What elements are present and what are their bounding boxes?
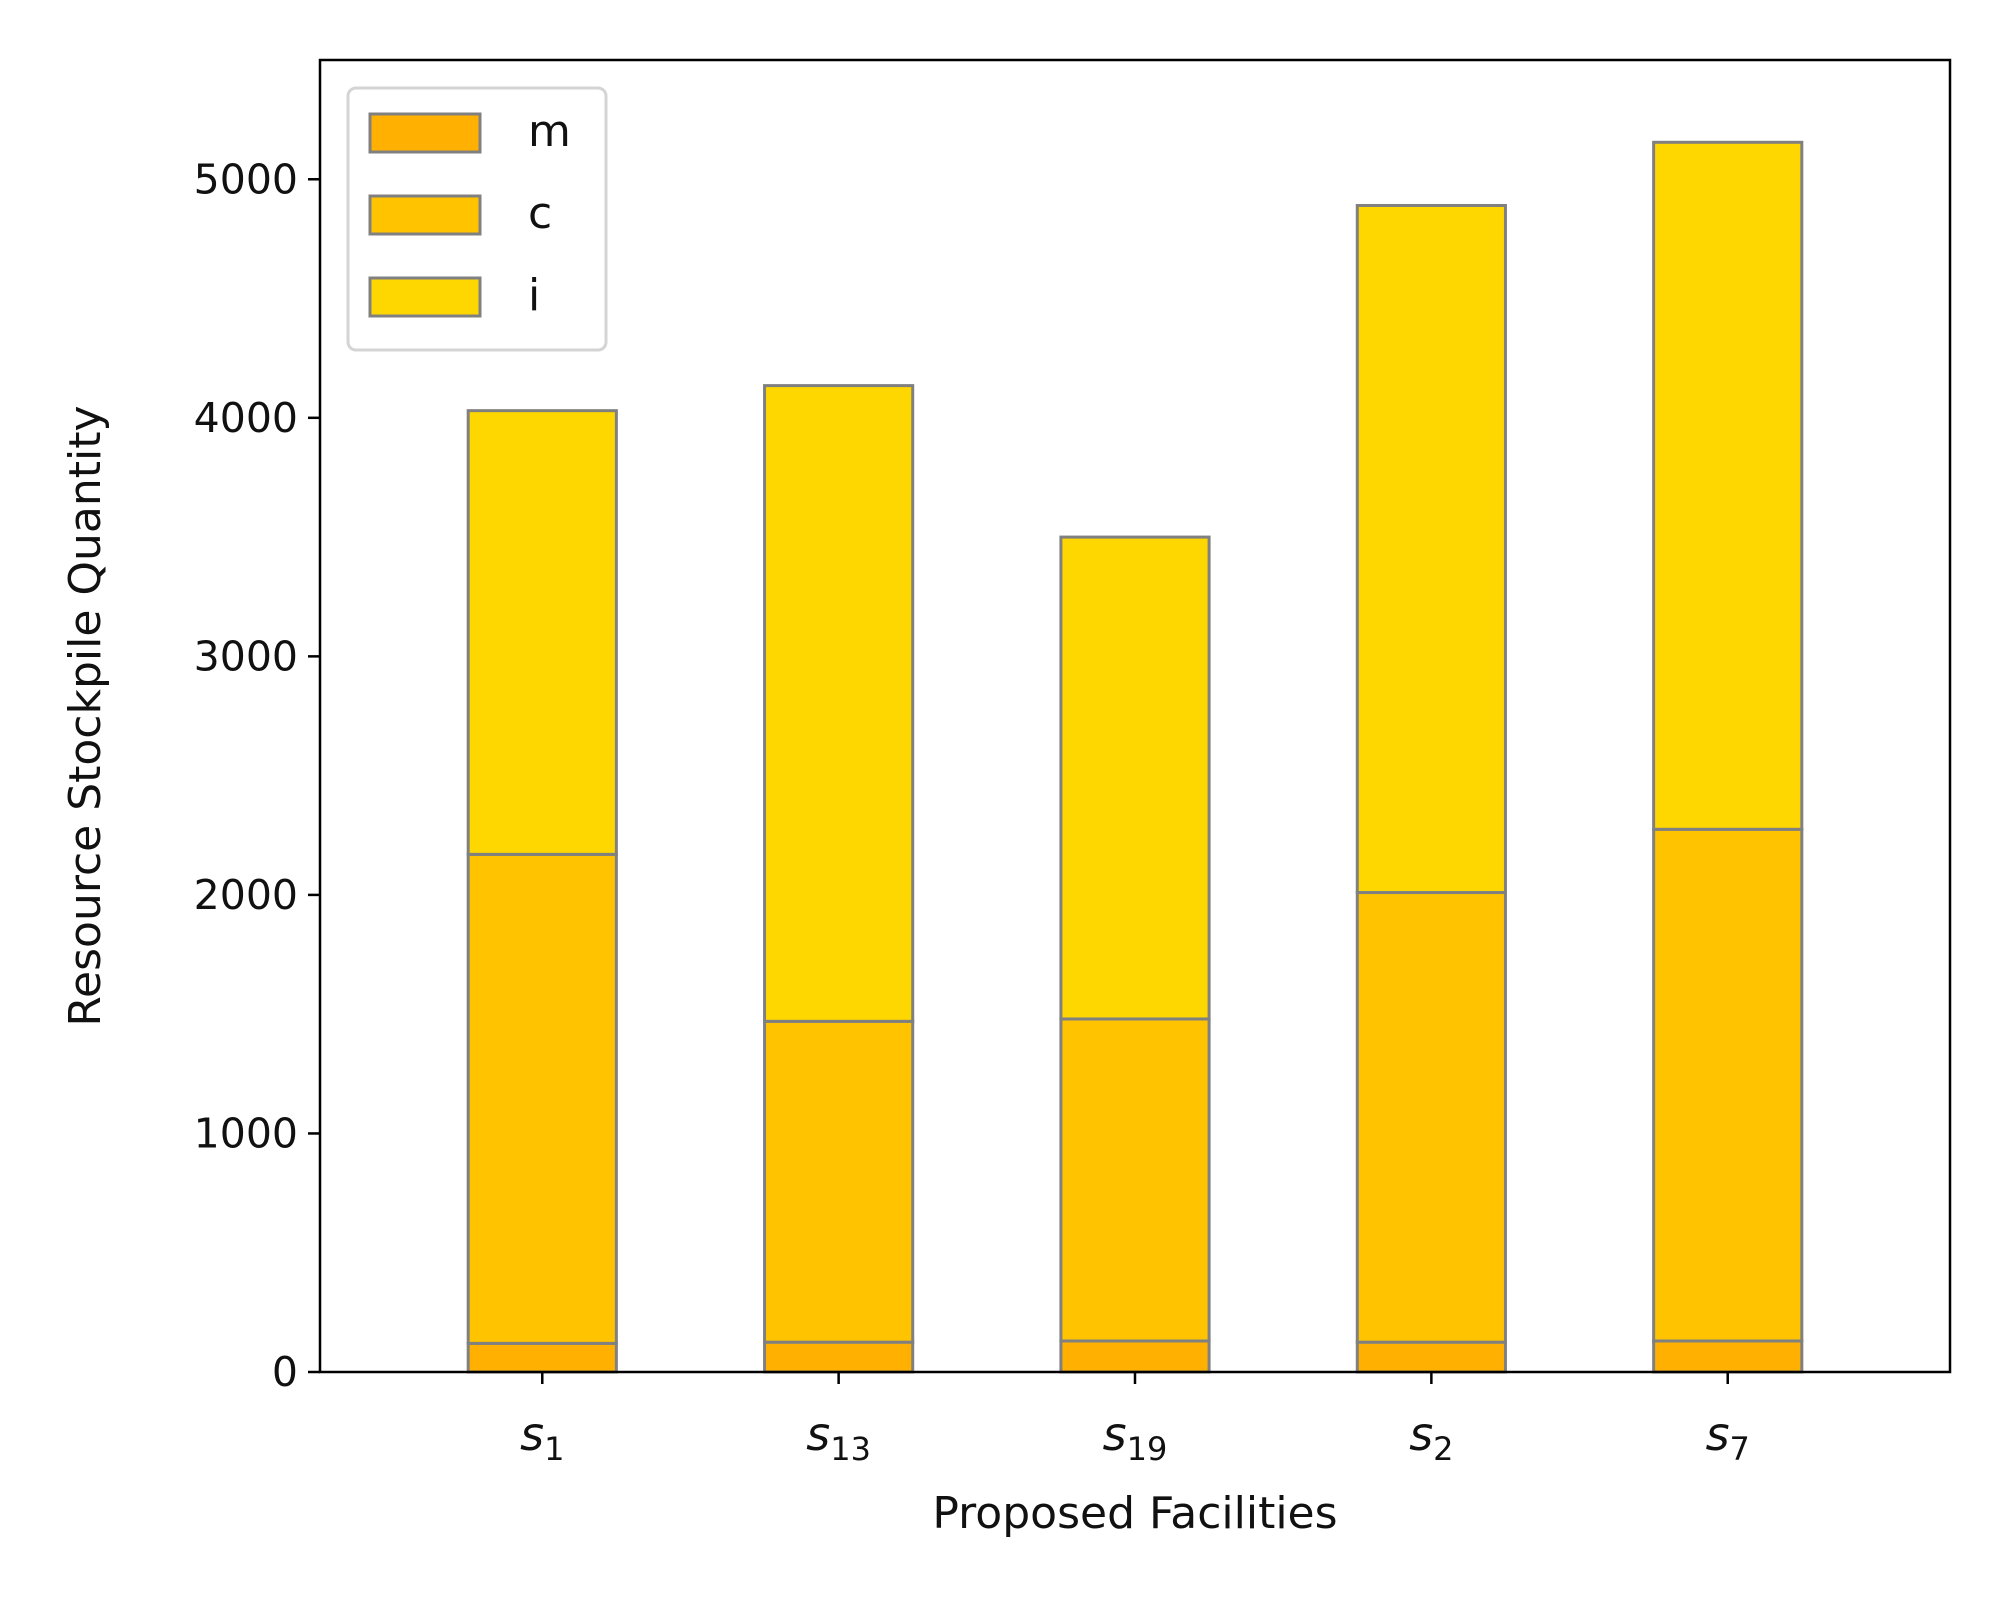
bar-m-s7 <box>1652 1339 1804 1374</box>
y-tick-label-4000: 4000 <box>194 394 298 442</box>
legend-label-i: i <box>528 270 540 321</box>
legend-label-c: c <box>528 188 552 239</box>
bar-i-s1 <box>466 409 618 856</box>
bar-c-s19 <box>1059 1017 1211 1343</box>
bar-i-s13 <box>763 384 915 1023</box>
y-axis-label: Resource Stockpile Quantity <box>60 405 111 1026</box>
y-axis: 0 1000 2000 3000 4000 5000 <box>194 155 320 1396</box>
bars-group <box>466 140 1804 1374</box>
legend: mci <box>346 86 608 352</box>
bar-c-s13 <box>763 1019 915 1344</box>
y-tick-label-2000: 2000 <box>194 871 298 919</box>
legend-swatch-i <box>368 276 482 318</box>
x-axis-label: Proposed Facilities <box>932 1488 1337 1539</box>
bar-i-s2 <box>1355 204 1507 895</box>
bar-c-s1 <box>466 852 618 1345</box>
bar-m-s19 <box>1059 1339 1211 1374</box>
legend-swatch-c <box>368 194 482 236</box>
bar-c-s7 <box>1652 827 1804 1343</box>
y-tick-label-3000: 3000 <box>194 632 298 680</box>
bar-i-s19 <box>1059 535 1211 1021</box>
bar-m-s2 <box>1355 1340 1507 1374</box>
bar-m-s1 <box>466 1341 618 1374</box>
legend-swatch-m <box>368 112 482 154</box>
bar-i-s7 <box>1652 140 1804 831</box>
bar-m-s13 <box>763 1340 915 1374</box>
x-tick-label-s7: s7 <box>1706 1407 1750 1468</box>
x-tick-label-s19: s19 <box>1103 1407 1168 1468</box>
bar-c-s2 <box>1355 891 1507 1344</box>
y-tick-label-5000: 5000 <box>194 155 298 203</box>
y-tick-label-0: 0 <box>272 1348 298 1396</box>
x-tick-label-s1: s1 <box>520 1407 564 1468</box>
y-tick-label-1000: 1000 <box>194 1109 298 1157</box>
legend-label-m: m <box>528 106 571 157</box>
x-tick-label-s13: s13 <box>806 1407 871 1468</box>
x-tick-label-s2: s2 <box>1409 1407 1453 1468</box>
x-axis: s1 s13 s19 s2 s7 <box>520 1372 1750 1468</box>
